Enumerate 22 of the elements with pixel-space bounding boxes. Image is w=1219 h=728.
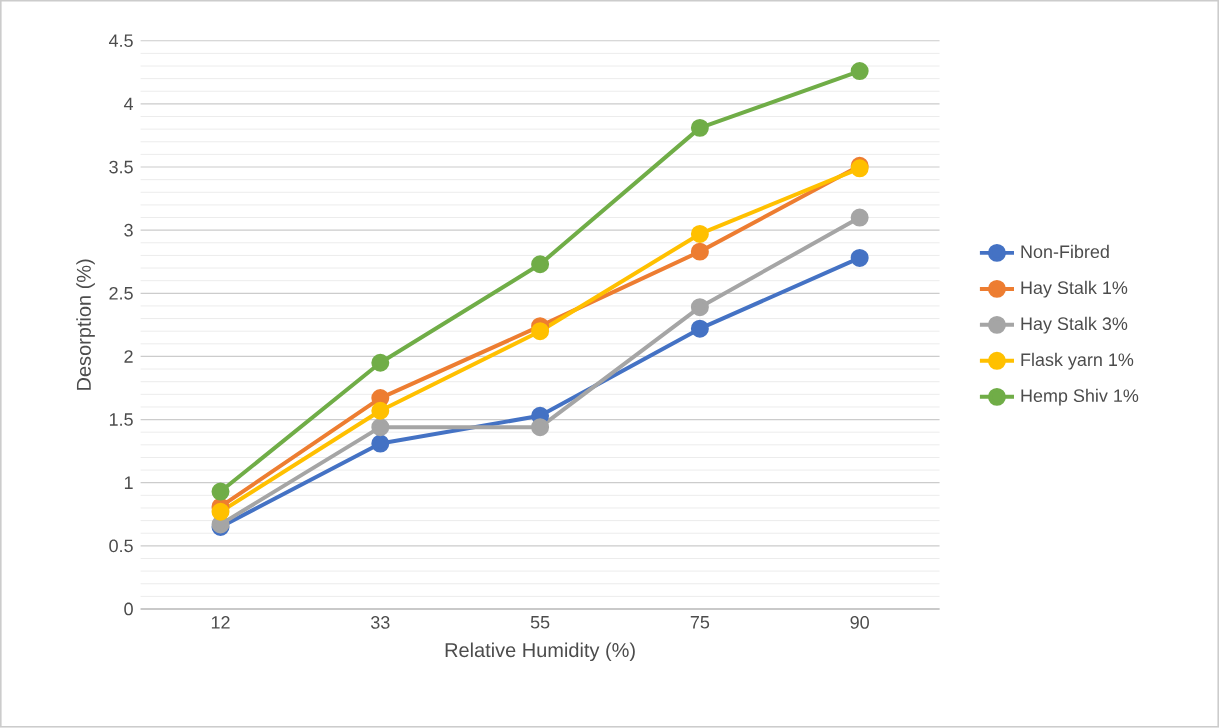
y-tick-label: 3 <box>124 223 133 237</box>
y-tick-label: 2 <box>124 350 133 363</box>
x-tick-label: 12 <box>211 616 230 629</box>
x-tick-label: 90 <box>850 616 869 629</box>
y-tick-label: 0.5 <box>109 539 133 553</box>
legend-label: Flask yarn 1% <box>1021 353 1134 370</box>
legend-label: Hay Stalk 1% <box>1021 281 1128 298</box>
x-tick-label: 75 <box>690 616 710 629</box>
x-tick-label: 55 <box>530 616 550 629</box>
y-tick-label: 2.5 <box>109 287 133 300</box>
y-tick-label: 3.5 <box>109 160 133 174</box>
x-axis-title: Relative Humidity (%) <box>445 642 635 662</box>
y-tick-label: 1 <box>124 476 133 490</box>
y-tick-label: 0 <box>124 602 133 616</box>
y-tick-label: 4.5 <box>108 34 133 48</box>
y-tick-label: 4 <box>123 97 134 111</box>
y-axis-title: Desorption (%) <box>76 259 95 391</box>
legend-label: Hay Stalk 3% <box>1021 317 1128 334</box>
x-tick-label: 33 <box>370 616 390 629</box>
y-tick-label: 1.5 <box>109 413 133 427</box>
legend-label: Non-Fibred <box>1021 245 1109 259</box>
legend-label: Hemp Shiv 1% <box>1021 389 1139 406</box>
